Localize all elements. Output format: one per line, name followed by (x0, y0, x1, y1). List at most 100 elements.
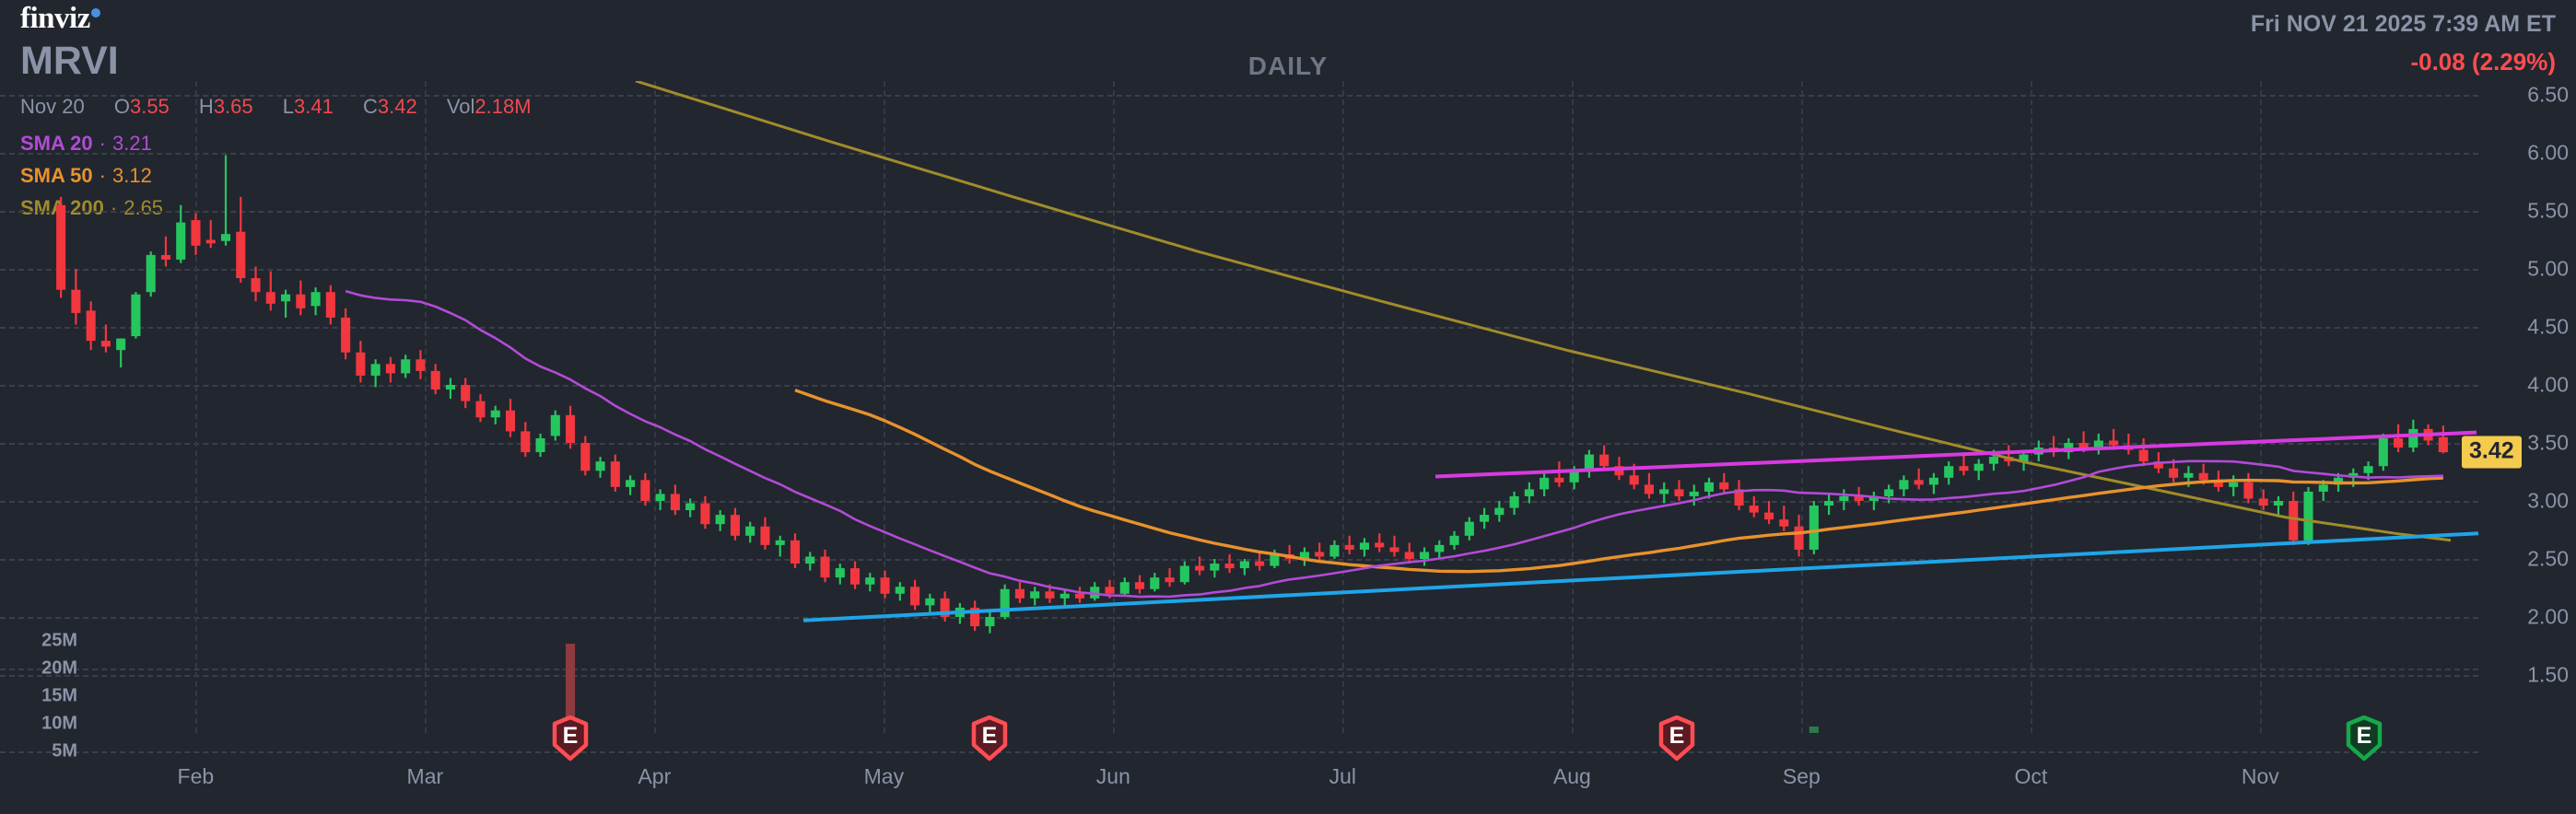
volume-axis-label: 20M (41, 657, 77, 679)
candle-body (670, 494, 680, 511)
candle-body (430, 370, 440, 390)
earnings-marker[interactable]: E (1657, 715, 1697, 762)
candle-body (176, 222, 186, 260)
earnings-marker[interactable]: E (550, 715, 591, 762)
candle-body (865, 577, 875, 585)
legend-sma-20[interactable]: SMA 20 · 3.21 (20, 132, 152, 156)
earnings-marker[interactable]: E (2344, 715, 2384, 762)
legend-sma-200-sep: · (110, 196, 118, 219)
price-gridline (0, 269, 2478, 271)
candle-body (1659, 489, 1669, 494)
legend-sma-50-value: 3.12 (111, 164, 152, 187)
month-gridline (195, 81, 198, 733)
candle-body (325, 292, 335, 318)
candle-body (2438, 436, 2448, 453)
candle-body (56, 204, 66, 290)
month-gridline (2260, 81, 2263, 733)
candle-body (205, 239, 216, 244)
candle-body (1179, 565, 1189, 583)
candle-body (730, 515, 740, 536)
candle-body (281, 294, 291, 302)
quote-date: Nov 20 (20, 95, 85, 118)
earnings-marker[interactable]: E (969, 715, 1010, 762)
earnings-shield-icon (1658, 715, 1695, 762)
volume-bar (1809, 727, 1819, 733)
candle-body (1449, 535, 1459, 545)
candle-body (1719, 482, 1729, 490)
price-change: -0.08 (2.29%) (2410, 48, 2556, 76)
candle-body (1809, 506, 1819, 550)
month-gridline (884, 81, 886, 733)
candle-body (1389, 547, 1399, 552)
resistance-trendline (1434, 430, 2477, 479)
candle-body (521, 431, 531, 453)
candle-body (2408, 428, 2418, 448)
candle-body (401, 359, 411, 374)
candle-body (131, 294, 141, 337)
price-axis-label: 1.50 (2527, 662, 2569, 687)
low-label: L (282, 95, 295, 118)
candle-body (820, 556, 830, 578)
high-value: 3.65 (213, 95, 253, 118)
price-gridline (0, 385, 2478, 387)
candle-body (1060, 593, 1070, 599)
candle-body (505, 410, 516, 432)
high-label: H (198, 95, 214, 118)
x-axis-month-label: Aug (1552, 764, 1591, 788)
chart-plot-area[interactable]: 6.50 6.00 5.50 5.00 4.50 4.00 3.50 3.00 2.50 2.00… (0, 81, 2576, 762)
candle-body (1329, 544, 1340, 557)
candle-body (775, 540, 785, 545)
candle-body (220, 234, 231, 241)
legend-sma-50[interactable]: SMA 50 · 3.12 (20, 164, 152, 188)
earnings-marker-label: E (2356, 723, 2372, 749)
candle-body (1464, 521, 1474, 536)
candle-body (2394, 437, 2404, 448)
candle-body (1764, 512, 1774, 520)
candle-body (1134, 582, 1145, 589)
volume-axis-label: 10M (41, 713, 77, 734)
brand-dot-icon (91, 8, 100, 17)
candle-body (385, 364, 395, 374)
candle-body (1375, 542, 1385, 548)
candle-body (2138, 449, 2149, 462)
candle-body (2078, 443, 2089, 448)
legend-sma-20-value: 3.21 (111, 132, 152, 155)
candle-body (1988, 457, 1999, 464)
candle-body (1554, 477, 1564, 483)
candle-body (1105, 587, 1115, 594)
candle-body (535, 437, 545, 453)
finviz-logo[interactable]: finviz (20, 2, 100, 36)
candle-body (835, 568, 845, 578)
candle-body (1884, 489, 1894, 496)
candle-body (805, 556, 815, 564)
candle-body (790, 540, 801, 564)
candle-body (1165, 577, 1175, 583)
candle-body (1270, 553, 1280, 566)
candle-body (2153, 461, 2163, 469)
candle-body (2303, 491, 2313, 541)
price-gridline (0, 95, 2478, 97)
sma-50-line (794, 389, 2443, 574)
candle-body (1599, 454, 1610, 467)
candle-body (265, 292, 275, 304)
candle-body (1404, 552, 1414, 559)
price-gridline (0, 501, 2478, 503)
price-gridline (0, 617, 2478, 619)
candle-body (86, 310, 96, 342)
candle-body (2243, 482, 2254, 499)
candle-body (1509, 495, 1519, 508)
candle-body (566, 414, 576, 443)
open-value: 3.55 (129, 95, 170, 118)
candle-body (475, 401, 486, 418)
candle-body (1899, 480, 1909, 490)
candle-body (2184, 472, 2194, 478)
close-value: 3.42 (377, 95, 417, 118)
open-label: O (113, 95, 130, 118)
price-gridline (0, 559, 2478, 561)
candle-body (251, 278, 261, 293)
candle-body (1359, 542, 1370, 550)
price-axis-label: 4.00 (2527, 372, 2569, 397)
candle-body (1569, 471, 1579, 483)
sma-200-line (635, 81, 2452, 542)
earnings-shield-icon (2346, 715, 2383, 762)
